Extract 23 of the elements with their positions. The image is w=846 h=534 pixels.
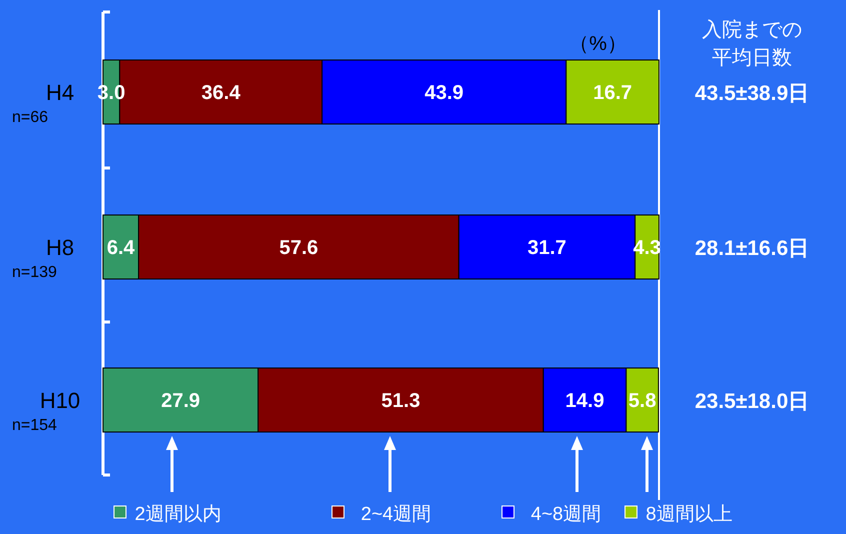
y-tick-label: H4 n=66 — [12, 80, 74, 126]
y-tick-label: H8 n=139 — [12, 235, 74, 281]
text: 平均日数 — [712, 47, 792, 69]
data-label: 16.7 — [593, 82, 632, 104]
data-label: 51.3 — [381, 390, 420, 412]
data-label: 5.8 — [628, 390, 656, 412]
legend-label: 4~8週間 — [530, 504, 602, 525]
legend-label: 2週間以内 — [134, 504, 222, 525]
data-label: 43.9 — [424, 82, 464, 104]
legend-label: 2~4週間 — [360, 504, 432, 525]
legend-label: 8週間以上 — [646, 504, 732, 525]
text: 28.1±16.6日 — [694, 237, 810, 260]
data-label: 36.4 — [201, 82, 242, 104]
data-label: 14.9 — [565, 390, 604, 412]
data-label: 6.4 — [106, 237, 136, 259]
data-label: 57.6 — [279, 237, 318, 259]
data-label: 31.7 — [527, 237, 566, 259]
text: 23.5±18.0日 — [694, 390, 810, 413]
data-label: 27.9 — [161, 390, 200, 412]
text: 入院までの — [702, 19, 802, 41]
annotation: （%） — [569, 33, 627, 55]
text: 43.5±38.9日 — [694, 82, 810, 105]
y-tick-label: H10 n=154 — [12, 388, 80, 434]
